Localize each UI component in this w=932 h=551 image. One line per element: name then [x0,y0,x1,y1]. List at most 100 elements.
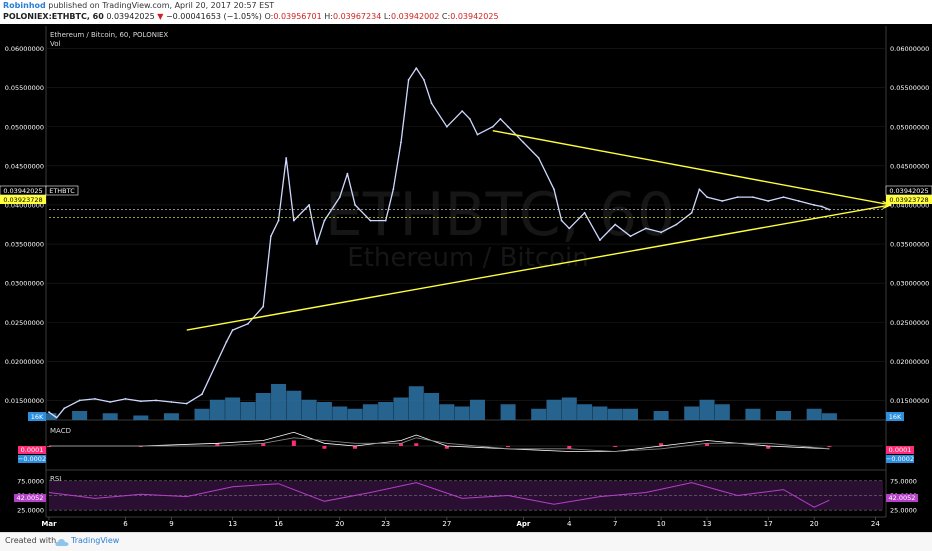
price-point [354,204,356,206]
x-tick-label: 23 [381,520,390,528]
volume-bar [607,408,623,420]
publish-header: Robinhod published on TradingView.com, A… [3,0,274,12]
macd-histogram-bar [261,443,266,446]
price-point [644,227,647,230]
price-point [139,400,142,403]
y-tick-label-left: 0.02000000 [5,358,44,366]
volume-bar [332,406,348,420]
left-price-badge-text: 0.03942025 [3,187,42,195]
price-series-line [48,67,830,419]
price-point [292,219,295,222]
rsi-tick-label-right: 25.0000 [890,507,917,515]
y-tick-label-right: 0.02500000 [890,319,929,327]
x-tick-label: 16 [274,520,283,528]
volume-bar [714,404,730,420]
macd-line [49,431,830,452]
volume-bar [699,399,715,420]
price-point [430,102,433,105]
macd-histogram-bar [215,443,220,446]
x-tick-label: 4 [567,520,572,528]
volume-bar [286,390,302,420]
y-tick-label-left: 0.06000000 [5,45,44,53]
volume-bar [469,399,485,420]
price-point [598,239,601,242]
y-tick-label-right: 0.05000000 [890,123,929,131]
price-point [124,397,127,400]
y-tick-label-right: 0.02000000 [890,358,929,366]
x-tick-label: 13 [703,520,712,528]
x-tick-label: 7 [613,520,617,528]
price-point [522,141,525,144]
change-arrow-icon: ▼ [157,12,164,21]
chart-canvas[interactable]: ETHBTC, 60 Ethereum / Bitcoin 0.06000000… [0,24,932,532]
volume-bar [546,399,562,420]
trend-arrow-icon [882,200,893,210]
price-point [78,399,81,402]
left-second-badge-text: 0.03923728 [3,196,42,204]
price-point [216,360,219,363]
volume-bar [209,399,225,420]
left-rsi-badge [14,494,46,502]
y-tick-label-left: 0.04500000 [5,162,44,170]
price-point [690,211,693,214]
y-tick-label-right: 0.03000000 [890,280,929,288]
tradingview-link[interactable]: TradingView [71,536,120,545]
price-point [507,125,509,128]
x-tick-label: 27 [442,520,451,528]
price-point [767,200,770,202]
right-volume-badge-text: 16K [889,413,902,421]
trend-line-resistance [492,129,891,206]
price-point [583,211,586,214]
macd-label: MACD [50,427,71,435]
y-tick-label-left: 0.05500000 [5,84,44,92]
price-point [782,196,785,199]
price-point [269,235,272,238]
volume-bar [454,406,470,420]
volume-bar [194,408,210,420]
volume-bar [316,402,332,420]
price-point [338,196,341,199]
price-point [48,411,50,414]
price-point [476,133,479,136]
left-macd-signal-badge [18,455,46,463]
price-point [537,157,540,159]
volume-bar [102,413,118,420]
right-rsi-badge-text: 42.0052 [889,494,916,502]
volume-bar [623,408,639,420]
price-point [384,219,387,222]
watermark-name: Ethereum / Bitcoin [347,243,588,273]
high-value: 0.03967234 [332,12,382,21]
price-point [201,393,203,396]
price-point [706,196,708,199]
y-tick-label-right: 0.01500000 [890,397,929,405]
y-tick-label-right: 0.04000000 [890,201,929,209]
high-label: H: [324,12,333,21]
trend-line-support [186,204,891,331]
price-point [553,188,555,191]
right-macd-signal-badge-text: −0.0002 [886,455,914,463]
right-second-badge-text: 0.03923728 [889,196,928,204]
volume-bar [255,393,271,420]
author-link[interactable]: Robinhod [3,1,46,10]
left-volume-badge [28,412,46,421]
symbol-badge [45,185,79,196]
rsi-tick-label-right: 75.0000 [890,477,917,485]
volume-bar [684,406,700,420]
volume-bar [821,413,837,420]
macd-histogram-bar [506,446,511,447]
price-point [407,78,410,81]
volume-bar [41,413,57,420]
open-value: 0.03956701 [273,12,322,21]
price-point [262,305,265,308]
right-rsi-badge [886,494,918,502]
price-point [315,243,318,245]
volume-bar [408,386,424,420]
volume-bar [424,393,440,420]
macd-histogram-bar [138,446,143,447]
x-tick-label: 6 [123,520,128,528]
ohlc-header: POLONIEX:ETHBTC, 60 0.03942025 ▼ −0.0004… [3,11,499,23]
x-tick-label: Mar [41,520,57,528]
right-macd-signal-badge [886,455,914,463]
volume-bar [531,408,547,420]
left-volume-badge-text: 16K [31,413,44,421]
